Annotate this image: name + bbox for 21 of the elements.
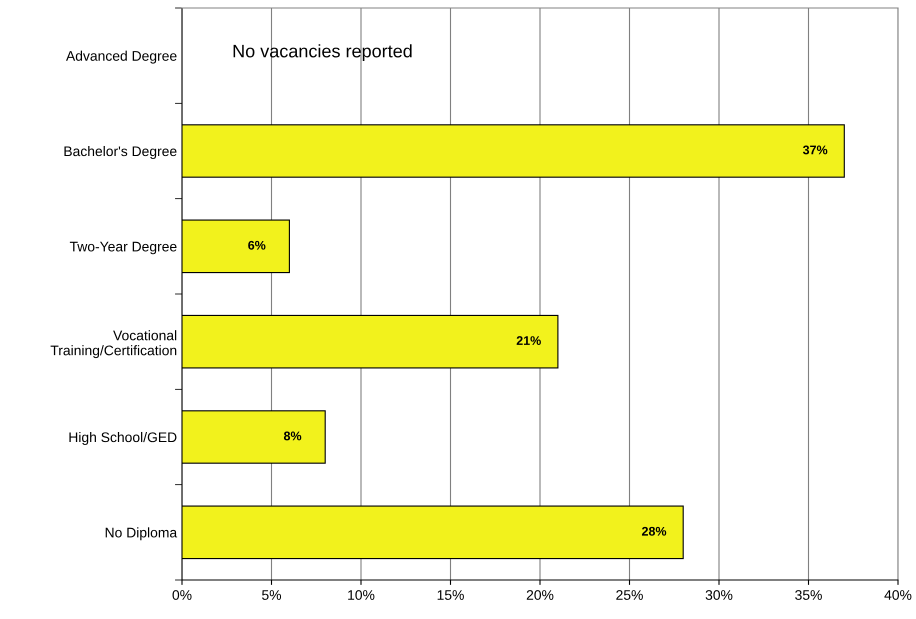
y-tick-label: High School/GED bbox=[69, 432, 176, 445]
x-tick-label: 5% bbox=[262, 590, 282, 600]
x-tick-label: 35% bbox=[795, 590, 822, 600]
y-tick-label: Advanced Degree bbox=[66, 50, 177, 64]
data-label: 6% bbox=[248, 240, 266, 250]
data-label: 28% bbox=[642, 526, 666, 536]
x-tick-label: 20% bbox=[526, 590, 554, 600]
y-tick-label: Vocational Training/Certification bbox=[50, 330, 176, 358]
y-tick-label: Bachelor's Degree bbox=[64, 146, 177, 159]
annotation: No vacancies reported bbox=[234, 44, 412, 62]
x-tick-label: 25% bbox=[616, 590, 643, 600]
x-tick-label: 30% bbox=[706, 590, 732, 600]
data-label: 37% bbox=[802, 146, 828, 154]
x-tick-label: 15% bbox=[438, 590, 464, 600]
x-tick-label: 0% bbox=[172, 590, 192, 600]
x-tick-label: 10% bbox=[348, 590, 374, 600]
y-tick-label: No Diploma bbox=[106, 527, 178, 540]
data-label: 21% bbox=[516, 336, 541, 345]
x-tick-label: 40% bbox=[884, 590, 912, 600]
y-tick-label: Two-Year Degree bbox=[70, 242, 177, 254]
data-label: 8% bbox=[284, 432, 302, 440]
